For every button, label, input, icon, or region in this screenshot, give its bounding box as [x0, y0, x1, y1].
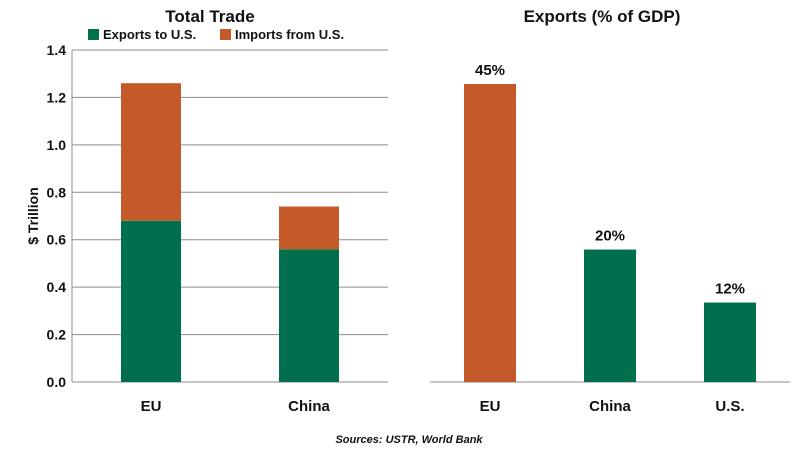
left-y-tick-label: 1.2	[47, 89, 67, 105]
right-bar-eu	[464, 84, 516, 382]
left-bar-imports-china	[279, 206, 339, 250]
right-category-label: China	[589, 398, 631, 415]
left-category-label: China	[288, 398, 330, 415]
legend-swatch-imports	[220, 29, 231, 40]
left-y-tick-label: 0.4	[47, 279, 67, 295]
legend-label-imports: Imports from U.S.	[235, 27, 344, 42]
right-bar-china	[584, 249, 636, 382]
right-bar-us	[704, 302, 756, 382]
right-plot: 45% EU 20% China 12% U.S.	[430, 62, 790, 415]
left-bar-exports-china	[279, 249, 339, 382]
left-plot: 0.0 0.2 0.4 0.6 0.8 1.0 1.2 1.4 EU China	[47, 42, 388, 415]
left-y-tick-label: 1.4	[47, 42, 67, 58]
y-axis-label: $ Trillion	[25, 187, 41, 245]
source-note: Sources: USTR, World Bank	[335, 434, 483, 446]
right-chart-title: Exports (% of GDP)	[524, 7, 681, 26]
left-bar-exports-eu	[121, 220, 181, 382]
right-data-label: 12%	[715, 281, 745, 298]
left-chart-title: Total Trade	[165, 7, 254, 26]
left-y-tick-label: 0.6	[47, 232, 67, 248]
left-bar-imports-eu	[121, 83, 181, 221]
left-category-label: EU	[141, 398, 162, 415]
left-y-tick-label: 1.0	[47, 137, 67, 153]
left-y-tick-label: 0.0	[47, 374, 67, 390]
legend-swatch-exports	[88, 29, 99, 40]
right-data-label: 20%	[595, 228, 625, 245]
right-category-label: U.S.	[715, 398, 744, 415]
left-y-tick-label: 0.8	[47, 184, 67, 200]
legend-label-exports: Exports to U.S.	[103, 27, 196, 42]
right-category-label: EU	[480, 398, 501, 415]
right-data-label: 45%	[475, 62, 505, 79]
left-y-tick-label: 0.2	[47, 327, 67, 343]
